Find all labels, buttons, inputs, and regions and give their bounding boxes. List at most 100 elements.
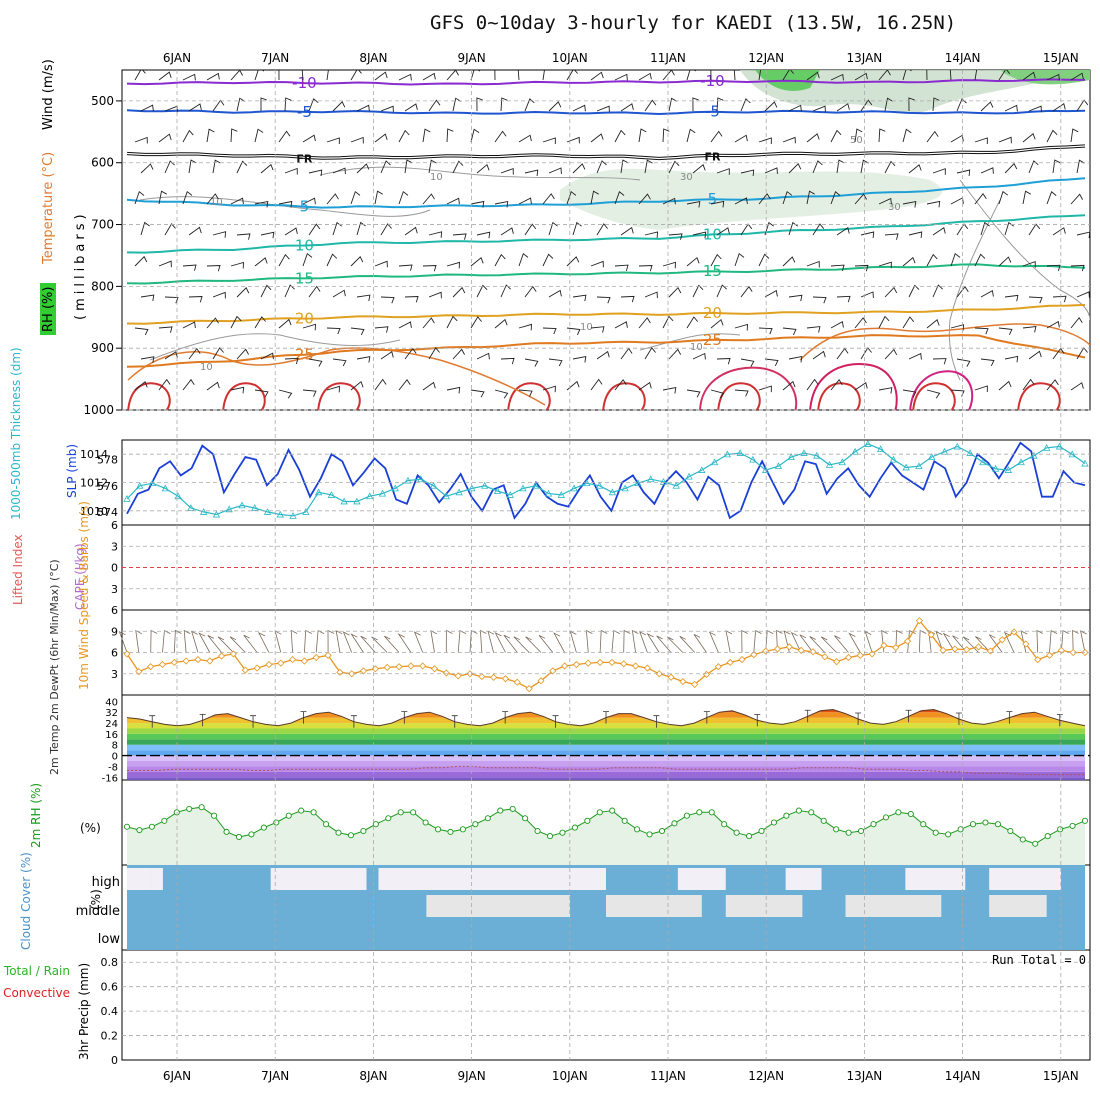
wind10m-marker [679, 677, 687, 686]
wind10m-marker [584, 659, 592, 667]
rh2m-marker [932, 829, 939, 836]
barb [140, 356, 155, 363]
rh-contour-label-5: 10 [200, 362, 213, 373]
barb [878, 387, 893, 394]
barb [254, 257, 268, 267]
temp-tick-label: -16 [102, 773, 118, 784]
cloud-high-gap [905, 868, 966, 890]
barb [812, 296, 827, 304]
barb [566, 190, 577, 205]
rh-contour-label-1: 10 [210, 197, 223, 208]
temperature-band [127, 766, 1085, 772]
temperature-band [127, 744, 1085, 751]
barb [542, 70, 551, 81]
barb [902, 316, 915, 329]
barb [932, 97, 940, 112]
temp-minmax-bar [603, 711, 609, 724]
barb [812, 223, 825, 236]
rh2m-marker [1057, 826, 1064, 833]
barb [428, 159, 437, 174]
barb [1028, 160, 1039, 174]
barb [980, 101, 994, 112]
date-label-bottom: 7JAN [261, 1069, 289, 1083]
wind10m-barb [207, 635, 222, 653]
date-label-bottom: 14JAN [945, 1069, 981, 1083]
wind10m-marker [454, 672, 462, 680]
rh2m-marker [472, 821, 479, 828]
temperature-band [127, 739, 1085, 745]
barb [998, 380, 1012, 391]
precip-total-label: Total / Rain [3, 964, 70, 978]
barb [902, 128, 912, 143]
wind10m-barb [679, 635, 695, 653]
barb [452, 348, 465, 360]
barb [836, 103, 850, 112]
rh2m-marker [410, 809, 417, 816]
isotherm--5 [126, 109, 1086, 116]
cloud-low-label: low [98, 932, 121, 947]
temperature-label: Temperature (°C) [41, 152, 56, 265]
wind10m-barb [1060, 629, 1070, 653]
barb [380, 223, 392, 236]
li-tick-label: 3 [111, 583, 118, 596]
barb [446, 70, 459, 81]
wind10m-side-labels: 10m Wind Speed & Barbs (m/s) [77, 501, 91, 690]
rh2m-marker [161, 817, 168, 824]
wind10m-marker [797, 646, 805, 654]
barb [470, 257, 484, 267]
wind10m-barb [585, 629, 593, 653]
isotherm-label--5-1: -5 [705, 103, 720, 121]
rh2m-marker [770, 819, 778, 826]
barb [764, 167, 778, 174]
rh-color-swatch [40, 283, 56, 335]
isotherm-label--10-0: -10 [292, 74, 317, 92]
rh2m-marker [1007, 827, 1014, 835]
wind10m-marker [1034, 656, 1042, 664]
barb [278, 318, 292, 329]
thickness-marker [1030, 451, 1038, 459]
barb [494, 318, 508, 329]
thickness-marker [749, 455, 757, 463]
isotherm-20 [126, 303, 1086, 325]
thickness-marker [417, 475, 425, 483]
wind10m-barb [611, 629, 620, 653]
red-contour-3 [507, 382, 551, 410]
barb [422, 128, 431, 143]
barb [974, 327, 989, 335]
wind10m-marker [773, 645, 782, 653]
red-contour-8 [1017, 382, 1061, 410]
rh2m-marker [484, 815, 491, 822]
wind10m-barb [479, 629, 487, 653]
wind10m-barb [397, 633, 412, 653]
date-label-top: 14JAN [945, 51, 981, 65]
barb [782, 380, 796, 391]
precip-label: 3hr Precip (mm) [77, 963, 91, 1060]
wind10m-barb [834, 635, 849, 653]
wind10m-barb [790, 631, 802, 653]
wind10m-barb [371, 636, 388, 653]
rh2m-marker [870, 821, 877, 828]
isotherm--10 [126, 78, 1086, 86]
date-label-bottom: 13JAN [847, 1069, 883, 1083]
barb [500, 227, 514, 236]
barb [500, 97, 508, 112]
red-contour-6 [817, 382, 861, 410]
wind10m-marker [419, 662, 427, 670]
wind10m-marker [809, 648, 817, 656]
barb [710, 130, 723, 143]
temp-tick-label: 8 [112, 741, 118, 752]
wind10m-barb [229, 636, 246, 653]
wind10m-barb [327, 629, 335, 653]
isotherm-10 [126, 214, 1086, 254]
barb [254, 316, 266, 329]
isotherm-fr-inner [126, 145, 1086, 160]
rh2m-area [127, 807, 1085, 865]
barb [206, 193, 219, 205]
barb [254, 389, 269, 398]
barb [956, 169, 971, 177]
barb [350, 136, 364, 144]
barb [884, 233, 899, 240]
rh2m-marker [211, 812, 218, 819]
rh2m-marker [708, 809, 715, 816]
wind10m-marker [738, 656, 746, 664]
